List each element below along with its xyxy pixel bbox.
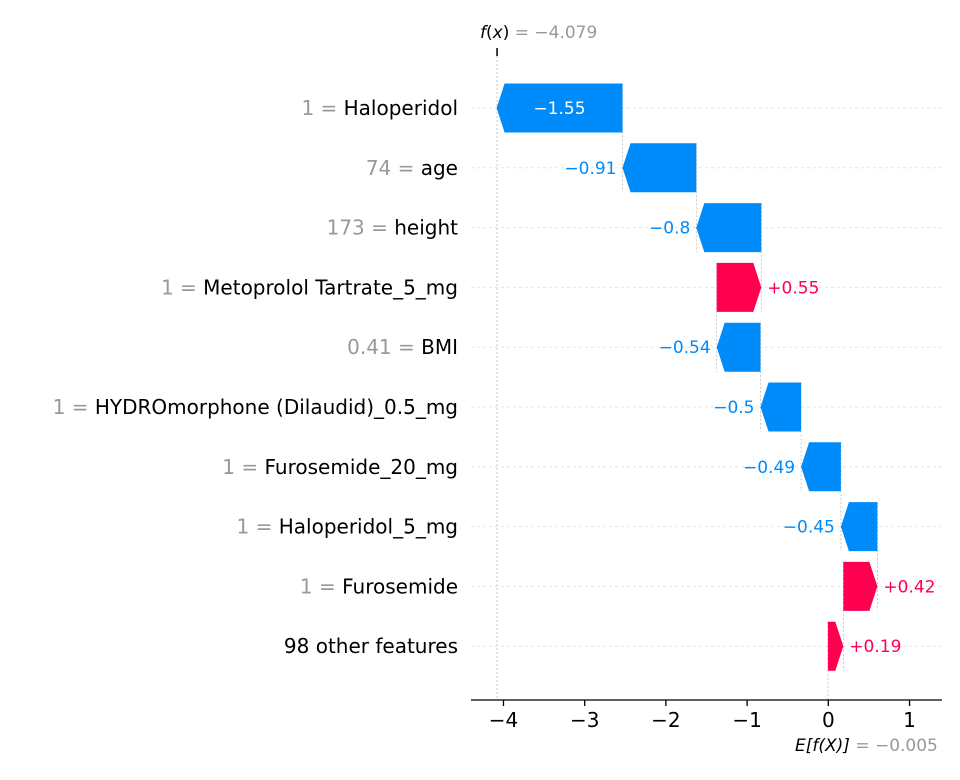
feature-value: 1 = [222,455,264,479]
feature-name: BMI [421,335,458,359]
feature-label: 1 = Metoprolol Tartrate_5_mg [161,275,458,299]
feature-name: age [421,156,458,180]
x-tick-label: −2 [651,708,680,732]
bar-positive [716,262,762,312]
feature-label: 74 = age [366,156,458,180]
feature-label: 1 = HYDROmorphone (Dilaudid)_0.5_mg [53,395,458,419]
feature-labels: 1 = Haloperidol 74 = age 173 = height 1 = M… [53,96,459,658]
feature-name: HYDROmorphone (Dilaudid)_0.5_mg [95,395,458,419]
feature-label: 98 other features [284,634,458,658]
x-tick-label: −3 [570,708,599,732]
feature-name: 98 other features [284,634,458,658]
x-axis: −4 −3 −2 −1 0 1 [471,699,942,732]
feature-label: 1 = Furosemide_20_mg [222,455,458,479]
feature-value: 173 = [327,216,395,240]
feature-value: 74 = [366,156,421,180]
bar-negative [622,143,697,193]
feature-name: Furosemide_20_mg [265,455,459,479]
feature-name: Haloperidol [344,96,458,120]
feature-label: 0.41 = BMI [347,335,458,359]
efx-label: E[f(X)] = −0.005 [795,736,938,756]
grid-lines [471,107,942,647]
feature-name: Haloperidol_5_mg [279,515,458,539]
feature-value: 1 = [161,275,203,299]
bar-positive [827,621,844,671]
bar-value-label: +0.19 [849,637,901,657]
bar-negative [696,203,762,253]
feature-name: Metoprolol Tartrate_5_mg [203,275,458,299]
feature-label: 1 = Furosemide [300,574,458,598]
feature-label: 1 = Haloperidol_5_mg [237,515,458,539]
feature-label: 173 = height [327,216,459,240]
bar-value-label: −0.45 [783,518,835,538]
x-tick-label: −4 [489,708,518,732]
feature-value: 0.41 = [347,335,421,359]
fx-label: f(x) = −4.079 [480,23,597,43]
bar-value-label: −0.49 [743,458,795,478]
x-tick-label: 1 [903,708,916,732]
feature-value: 1 = [300,574,342,598]
bar-negative [716,322,761,372]
bar-value-label: −0.8 [649,219,690,239]
bar-positive [843,561,878,611]
bar-value-label: −0.54 [659,338,711,358]
feature-value: 1 = [237,515,279,539]
bar-value-label: +0.42 [883,577,935,597]
feature-name: Furosemide [342,574,458,598]
bar-value-label: −1.55 [533,99,585,119]
bar-value-label: −0.91 [564,159,616,179]
bar-negative [840,502,878,552]
feature-value: 1 = [53,395,95,419]
contribution-bars: −1.55 −0.91 −0.8 +0.55 −0.54 −0.5 −0.49 −0.45 +0… [496,83,936,671]
bar-value-label: +0.55 [767,278,819,298]
x-tick-label: 0 [822,708,835,732]
feature-name: height [394,216,458,240]
bar-negative [496,83,623,133]
feature-value: 1 = [301,96,343,120]
bar-negative [801,442,841,492]
bar-negative [760,382,802,432]
feature-label: 1 = Haloperidol [301,96,458,120]
x-tick-label: −1 [732,708,761,732]
bar-value-label: −0.5 [713,398,754,418]
